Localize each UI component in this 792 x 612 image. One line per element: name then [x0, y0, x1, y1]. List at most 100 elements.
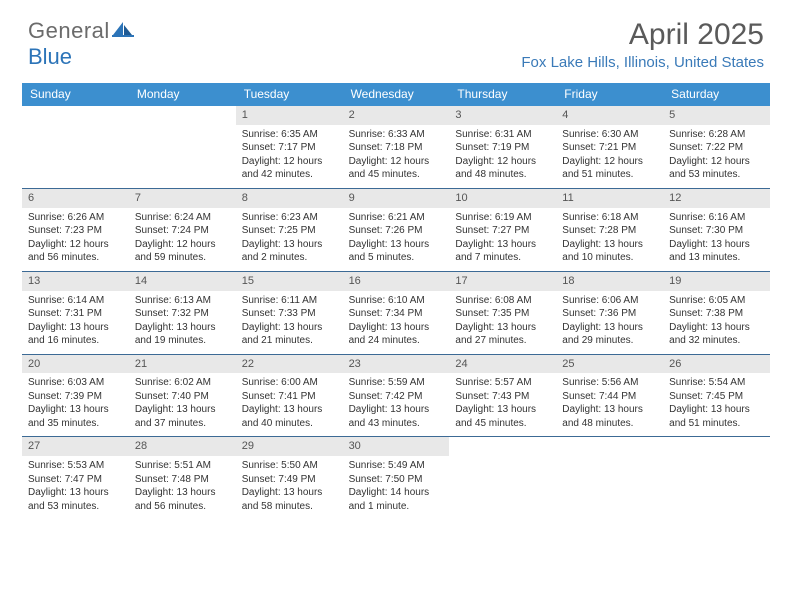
- day-number: 25: [556, 355, 663, 374]
- sunset-text: Sunset: 7:31 PM: [28, 307, 123, 321]
- calendar-day: 12Sunrise: 6:16 AMSunset: 7:30 PMDayligh…: [663, 189, 770, 271]
- daylight-text: Daylight: 13 hours and 24 minutes.: [349, 321, 444, 348]
- weekday-label: Monday: [129, 83, 236, 106]
- sunset-text: Sunset: 7:45 PM: [669, 390, 764, 404]
- sunrise-text: Sunrise: 5:50 AM: [242, 459, 337, 473]
- daylight-text: Daylight: 13 hours and 7 minutes.: [455, 238, 550, 265]
- day-number: 9: [343, 189, 450, 208]
- calendar-day: .: [129, 106, 236, 188]
- calendar-day: 10Sunrise: 6:19 AMSunset: 7:27 PMDayligh…: [449, 189, 556, 271]
- weekday-label: Tuesday: [236, 83, 343, 106]
- weekday-label: Sunday: [22, 83, 129, 106]
- calendar-body: ..1Sunrise: 6:35 AMSunset: 7:17 PMDaylig…: [22, 106, 770, 519]
- sunset-text: Sunset: 7:33 PM: [242, 307, 337, 321]
- sunrise-text: Sunrise: 6:30 AM: [562, 128, 657, 142]
- sunset-text: Sunset: 7:48 PM: [135, 473, 230, 487]
- calendar-day: 19Sunrise: 6:05 AMSunset: 7:38 PMDayligh…: [663, 272, 770, 354]
- sunrise-text: Sunrise: 6:26 AM: [28, 211, 123, 225]
- sunset-text: Sunset: 7:50 PM: [349, 473, 444, 487]
- sunrise-text: Sunrise: 5:51 AM: [135, 459, 230, 473]
- calendar-day: 17Sunrise: 6:08 AMSunset: 7:35 PMDayligh…: [449, 272, 556, 354]
- daylight-text: Daylight: 13 hours and 35 minutes.: [28, 403, 123, 430]
- sunrise-text: Sunrise: 6:00 AM: [242, 376, 337, 390]
- calendar-day: 7Sunrise: 6:24 AMSunset: 7:24 PMDaylight…: [129, 189, 236, 271]
- sunrise-text: Sunrise: 6:14 AM: [28, 294, 123, 308]
- sunset-text: Sunset: 7:34 PM: [349, 307, 444, 321]
- sunrise-text: Sunrise: 5:53 AM: [28, 459, 123, 473]
- sunset-text: Sunset: 7:38 PM: [669, 307, 764, 321]
- calendar-week: 27Sunrise: 5:53 AMSunset: 7:47 PMDayligh…: [22, 437, 770, 519]
- daylight-text: Daylight: 13 hours and 45 minutes.: [455, 403, 550, 430]
- calendar-week: 6Sunrise: 6:26 AMSunset: 7:23 PMDaylight…: [22, 189, 770, 272]
- day-number: 21: [129, 355, 236, 374]
- day-number: 7: [129, 189, 236, 208]
- daylight-text: Daylight: 12 hours and 51 minutes.: [562, 155, 657, 182]
- daylight-text: Daylight: 13 hours and 32 minutes.: [669, 321, 764, 348]
- calendar-day: .: [22, 106, 129, 188]
- daylight-text: Daylight: 12 hours and 48 minutes.: [455, 155, 550, 182]
- sunset-text: Sunset: 7:43 PM: [455, 390, 550, 404]
- location-text: Fox Lake Hills, Illinois, United States: [521, 54, 764, 71]
- sunrise-text: Sunrise: 5:56 AM: [562, 376, 657, 390]
- calendar-day: 27Sunrise: 5:53 AMSunset: 7:47 PMDayligh…: [22, 437, 129, 519]
- sunset-text: Sunset: 7:25 PM: [242, 224, 337, 238]
- day-number: 18: [556, 272, 663, 291]
- calendar-day: 5Sunrise: 6:28 AMSunset: 7:22 PMDaylight…: [663, 106, 770, 188]
- calendar-day: .: [449, 437, 556, 519]
- sunset-text: Sunset: 7:21 PM: [562, 141, 657, 155]
- daylight-text: Daylight: 12 hours and 59 minutes.: [135, 238, 230, 265]
- day-number: 22: [236, 355, 343, 374]
- day-number: 17: [449, 272, 556, 291]
- sunset-text: Sunset: 7:17 PM: [242, 141, 337, 155]
- calendar-day: 2Sunrise: 6:33 AMSunset: 7:18 PMDaylight…: [343, 106, 450, 188]
- daylight-text: Daylight: 13 hours and 13 minutes.: [669, 238, 764, 265]
- calendar-day: 15Sunrise: 6:11 AMSunset: 7:33 PMDayligh…: [236, 272, 343, 354]
- sunset-text: Sunset: 7:22 PM: [669, 141, 764, 155]
- day-number: 29: [236, 437, 343, 456]
- calendar-day: 28Sunrise: 5:51 AMSunset: 7:48 PMDayligh…: [129, 437, 236, 519]
- day-number: 11: [556, 189, 663, 208]
- sunset-text: Sunset: 7:39 PM: [28, 390, 123, 404]
- sunrise-text: Sunrise: 6:13 AM: [135, 294, 230, 308]
- sunset-text: Sunset: 7:32 PM: [135, 307, 230, 321]
- weekday-label: Saturday: [663, 83, 770, 106]
- calendar-day: 25Sunrise: 5:56 AMSunset: 7:44 PMDayligh…: [556, 355, 663, 437]
- calendar-day: 20Sunrise: 6:03 AMSunset: 7:39 PMDayligh…: [22, 355, 129, 437]
- sunrise-text: Sunrise: 5:59 AM: [349, 376, 444, 390]
- sunrise-text: Sunrise: 6:23 AM: [242, 211, 337, 225]
- brand-sail-icon: [112, 18, 134, 44]
- calendar-day: 29Sunrise: 5:50 AMSunset: 7:49 PMDayligh…: [236, 437, 343, 519]
- day-number: 24: [449, 355, 556, 374]
- brand-logo: General: [28, 18, 134, 44]
- sunset-text: Sunset: 7:40 PM: [135, 390, 230, 404]
- calendar-day: 23Sunrise: 5:59 AMSunset: 7:42 PMDayligh…: [343, 355, 450, 437]
- daylight-text: Daylight: 13 hours and 2 minutes.: [242, 238, 337, 265]
- calendar-day: 16Sunrise: 6:10 AMSunset: 7:34 PMDayligh…: [343, 272, 450, 354]
- sunrise-text: Sunrise: 6:24 AM: [135, 211, 230, 225]
- sunrise-text: Sunrise: 6:02 AM: [135, 376, 230, 390]
- sunset-text: Sunset: 7:18 PM: [349, 141, 444, 155]
- sunrise-text: Sunrise: 6:05 AM: [669, 294, 764, 308]
- sunset-text: Sunset: 7:44 PM: [562, 390, 657, 404]
- day-number: 15: [236, 272, 343, 291]
- weekday-label: Wednesday: [343, 83, 450, 106]
- sunrise-text: Sunrise: 6:28 AM: [669, 128, 764, 142]
- sunrise-text: Sunrise: 6:06 AM: [562, 294, 657, 308]
- sunset-text: Sunset: 7:27 PM: [455, 224, 550, 238]
- sunset-text: Sunset: 7:42 PM: [349, 390, 444, 404]
- day-number: 27: [22, 437, 129, 456]
- calendar-day: 8 Sunrise: 6:23 AMSunset: 7:25 PMDaylight…: [236, 189, 343, 271]
- calendar-day: 1Sunrise: 6:35 AMSunset: 7:17 PMDaylight…: [236, 106, 343, 188]
- sunset-text: Sunset: 7:23 PM: [28, 224, 123, 238]
- weekday-label: Thursday: [449, 83, 556, 106]
- sunset-text: Sunset: 7:36 PM: [562, 307, 657, 321]
- daylight-text: Daylight: 13 hours and 40 minutes.: [242, 403, 337, 430]
- daylight-text: Daylight: 12 hours and 45 minutes.: [349, 155, 444, 182]
- day-number: 28: [129, 437, 236, 456]
- daylight-text: Daylight: 13 hours and 27 minutes.: [455, 321, 550, 348]
- day-number: 23: [343, 355, 450, 374]
- sunset-text: Sunset: 7:49 PM: [242, 473, 337, 487]
- day-number: 16: [343, 272, 450, 291]
- day-number: 8: [236, 189, 343, 208]
- header: General April 2025 Fox Lake Hills, Illin…: [0, 0, 792, 77]
